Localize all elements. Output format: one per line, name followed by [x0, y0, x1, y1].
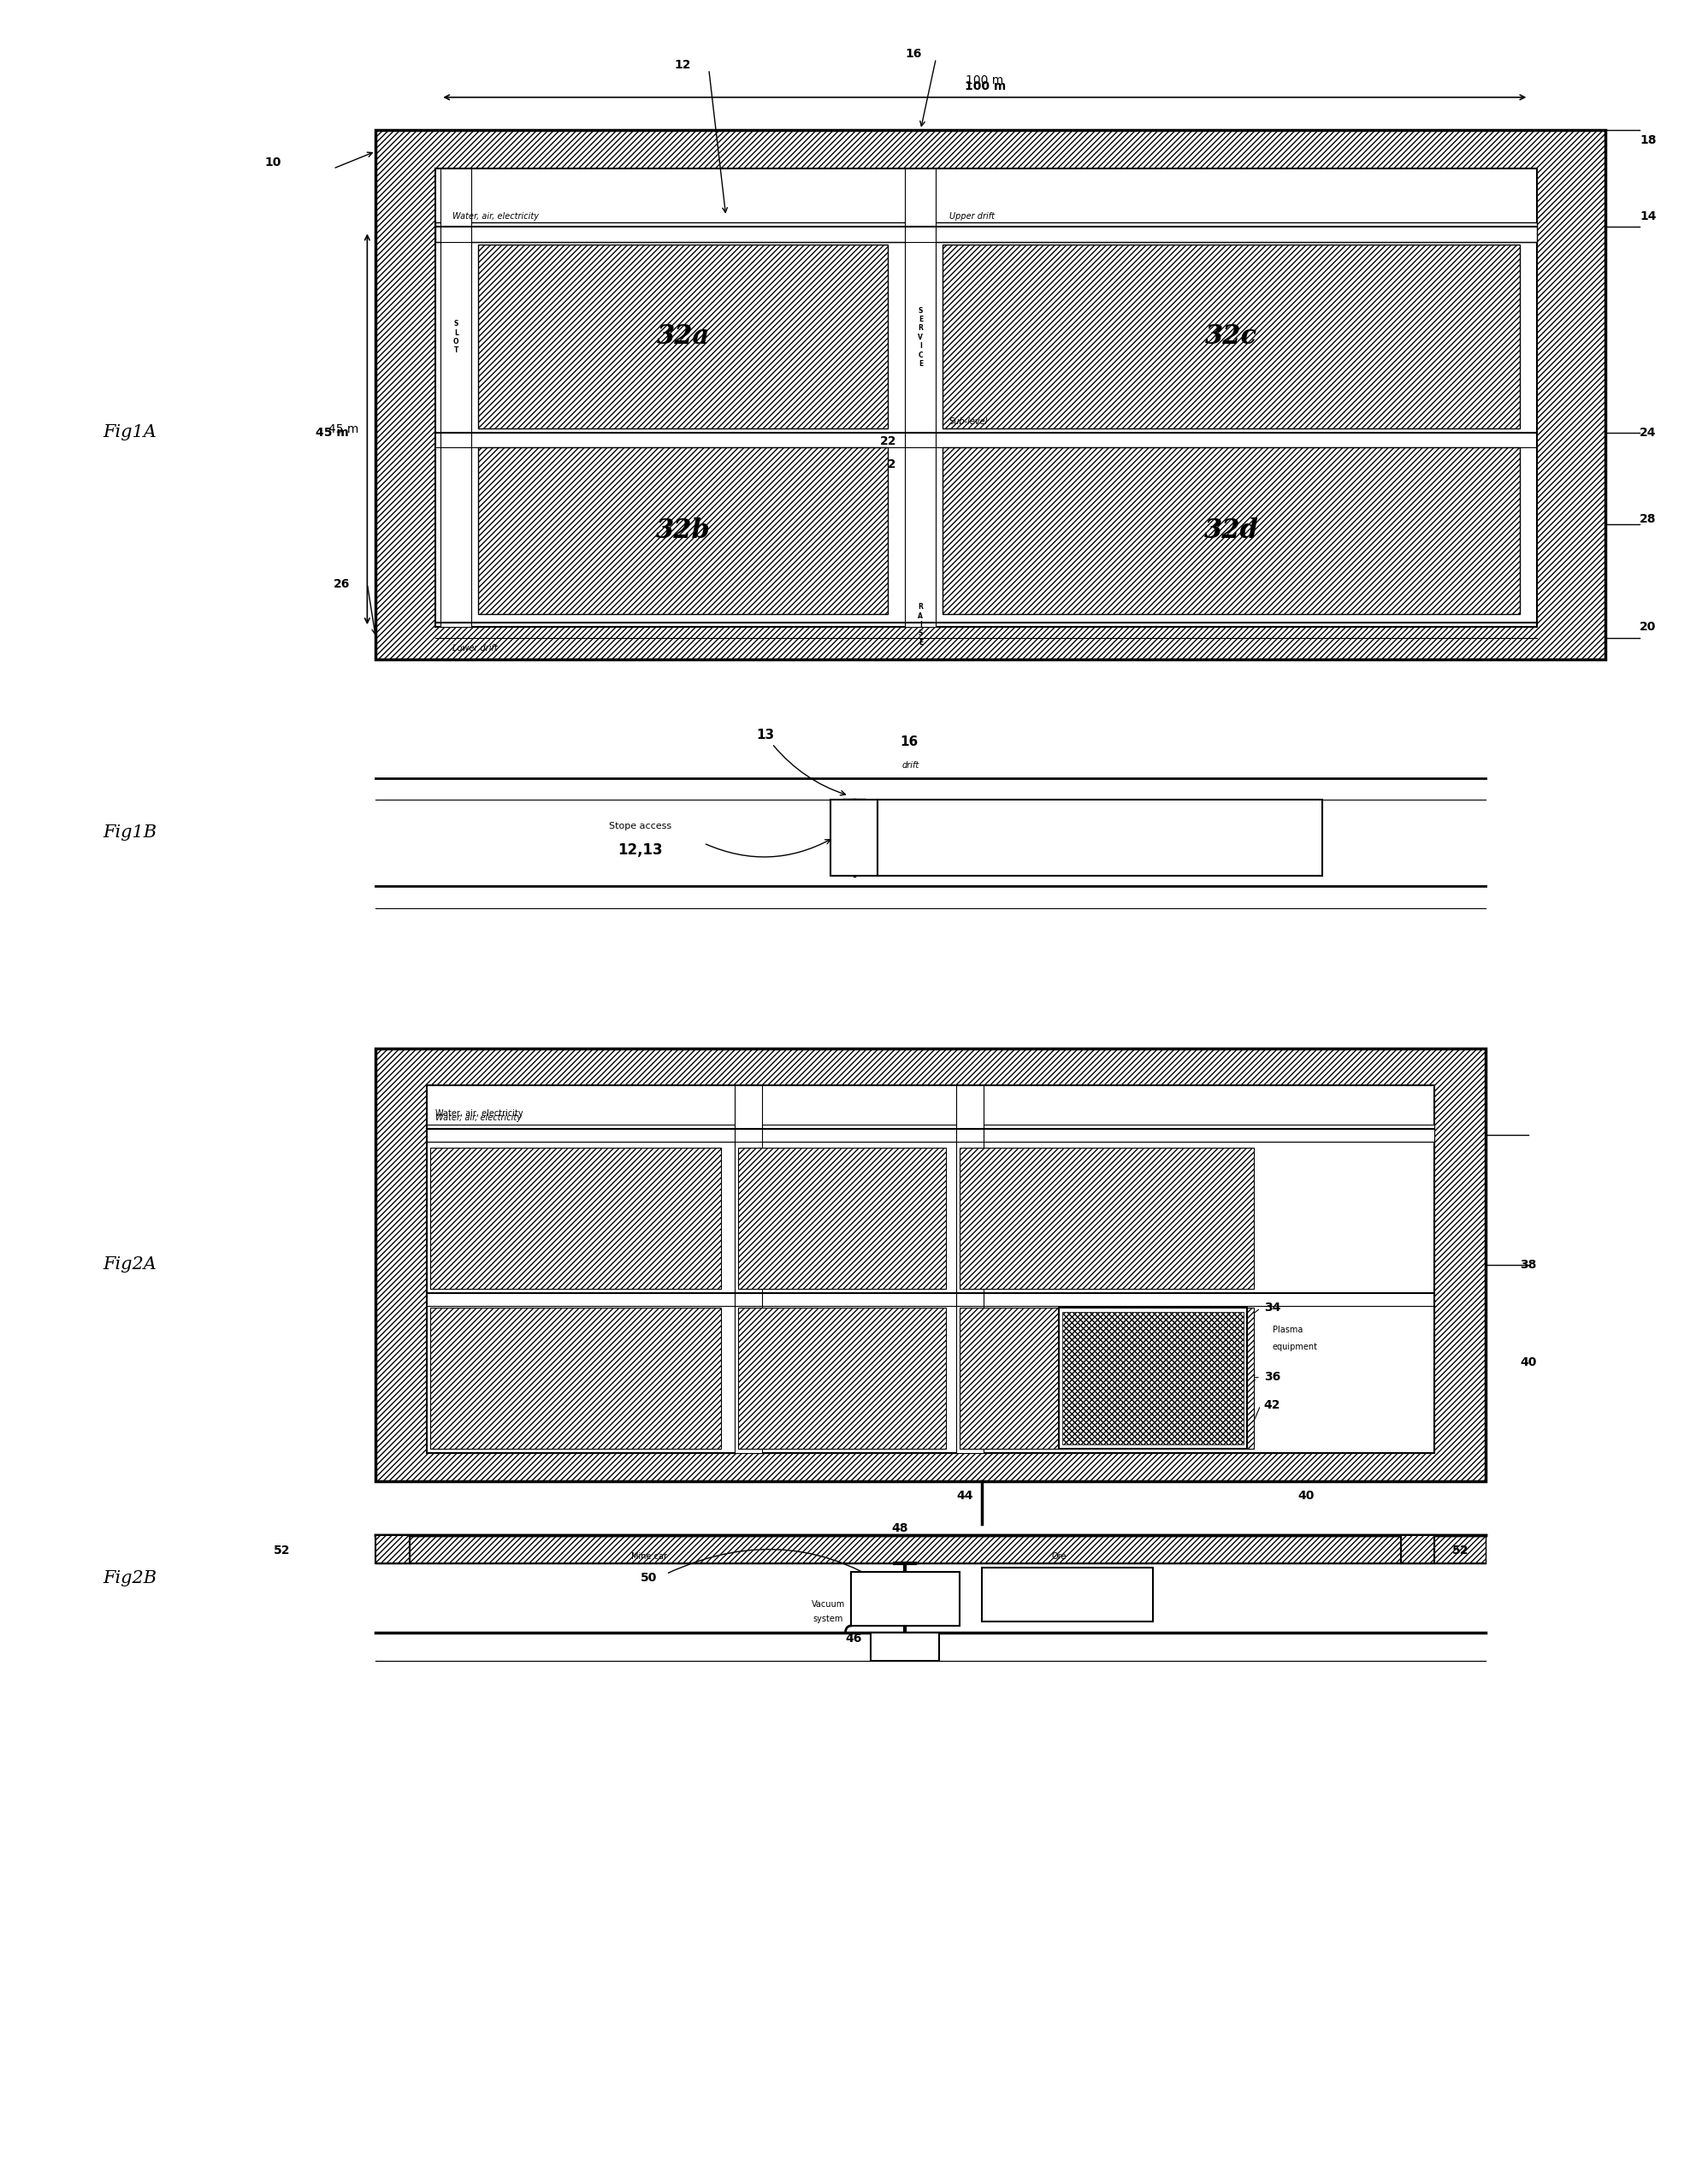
Text: container: container — [1038, 1570, 1079, 1578]
Text: 52: 52 — [273, 1544, 290, 1557]
Bar — [943, 448, 1520, 614]
Text: 12,13: 12,13 — [618, 841, 663, 858]
Bar — [960, 1308, 1254, 1449]
Text: 48: 48 — [892, 1522, 909, 1535]
Bar — [376, 1535, 410, 1563]
Text: Mine car: Mine car — [630, 1552, 668, 1561]
Text: 40: 40 — [1520, 1356, 1537, 1369]
Text: Water, air, electricity: Water, air, electricity — [436, 1113, 523, 1122]
Bar — [430, 1308, 721, 1449]
Text: 44: 44 — [1050, 1585, 1068, 1598]
Text: 38: 38 — [1520, 1258, 1537, 1271]
Bar — [982, 1567, 1153, 1622]
Text: 40: 40 — [1298, 1490, 1315, 1503]
Bar — [871, 1632, 939, 1660]
Text: 45 m: 45 m — [316, 426, 348, 439]
Text: Sub-level: Sub-level — [950, 417, 989, 426]
Bar — [436, 223, 1537, 242]
Text: 28: 28 — [1640, 512, 1657, 525]
Text: Vacuum: Vacuum — [811, 1600, 845, 1609]
Text: S
E
R
V
I
C
E: S E R V I C E — [919, 307, 922, 368]
Bar — [427, 1124, 1435, 1142]
Text: R
A
I
S
E: R A I S E — [919, 603, 922, 646]
Text: 42: 42 — [1264, 1399, 1281, 1412]
Bar — [478, 448, 888, 614]
Text: 44: 44 — [956, 1490, 974, 1503]
Text: Fig1A: Fig1A — [102, 424, 155, 441]
Text: S
L
O
T: S L O T — [453, 320, 459, 355]
Text: Plasma: Plasma — [1272, 1325, 1303, 1334]
Text: 10: 10 — [265, 156, 282, 169]
Text: 32c: 32c — [1206, 322, 1257, 350]
Bar — [441, 169, 471, 627]
Text: Ore: Ore — [1052, 1552, 1066, 1561]
Text: 32d: 32d — [1204, 517, 1259, 545]
Bar — [960, 1148, 1254, 1289]
Text: 34: 34 — [1264, 1302, 1281, 1314]
Text: 24: 24 — [1640, 426, 1657, 439]
Text: 30: 30 — [1196, 811, 1218, 828]
Text: Lower drift: Lower drift — [453, 644, 497, 653]
Text: Stope access: Stope access — [610, 822, 671, 830]
Bar — [851, 1572, 960, 1626]
Text: 32a: 32a — [656, 322, 711, 350]
Text: 45 m: 45 m — [328, 424, 359, 435]
Bar — [1059, 1308, 1247, 1449]
Text: Upper drift: Upper drift — [950, 212, 996, 221]
Text: 22: 22 — [880, 435, 897, 448]
Bar — [734, 1085, 762, 1453]
Bar — [738, 1308, 946, 1449]
Bar — [738, 1148, 946, 1289]
Bar — [427, 1085, 1435, 1453]
Text: 36: 36 — [1264, 1371, 1281, 1384]
Text: drift: drift — [902, 761, 919, 770]
Text: Water, air, electricity: Water, air, electricity — [436, 1109, 523, 1118]
Bar — [376, 130, 1606, 659]
Text: 14: 14 — [1640, 210, 1657, 223]
Text: 22: 22 — [880, 458, 897, 471]
Bar — [956, 1085, 984, 1453]
Text: 100 m: 100 m — [965, 80, 1006, 93]
Text: Excavation for vacuum system: Excavation for vacuum system — [892, 832, 1028, 841]
Bar — [478, 244, 888, 428]
Bar — [830, 800, 878, 876]
Bar — [878, 800, 1322, 876]
Text: Fig2A: Fig2A — [102, 1256, 155, 1273]
Text: 52: 52 — [1452, 1544, 1469, 1557]
Text: 18: 18 — [1640, 134, 1657, 147]
Bar — [905, 169, 936, 627]
Text: 32b: 32b — [656, 517, 711, 545]
Text: system: system — [813, 1615, 844, 1624]
Bar — [1401, 1535, 1435, 1563]
Text: Fig2B: Fig2B — [102, 1570, 157, 1587]
Text: 26: 26 — [333, 577, 350, 590]
Text: Fig1B: Fig1B — [102, 824, 157, 841]
Bar — [430, 1148, 721, 1289]
Text: 100 m: 100 m — [965, 74, 1004, 86]
Bar — [1062, 1312, 1243, 1444]
Text: 13: 13 — [757, 729, 775, 742]
Text: 16: 16 — [900, 735, 919, 748]
Text: 20: 20 — [1640, 620, 1657, 633]
Text: Water, air, electricity: Water, air, electricity — [453, 212, 540, 221]
Text: equipment: equipment — [1272, 1343, 1319, 1351]
Text: 50: 50 — [640, 1572, 658, 1585]
Bar — [376, 1535, 1486, 1563]
Bar — [376, 1049, 1486, 1481]
Bar — [943, 244, 1520, 428]
Text: 46: 46 — [845, 1632, 863, 1645]
Text: 16: 16 — [905, 48, 922, 61]
Text: 12: 12 — [675, 58, 692, 71]
Bar — [436, 169, 1537, 627]
